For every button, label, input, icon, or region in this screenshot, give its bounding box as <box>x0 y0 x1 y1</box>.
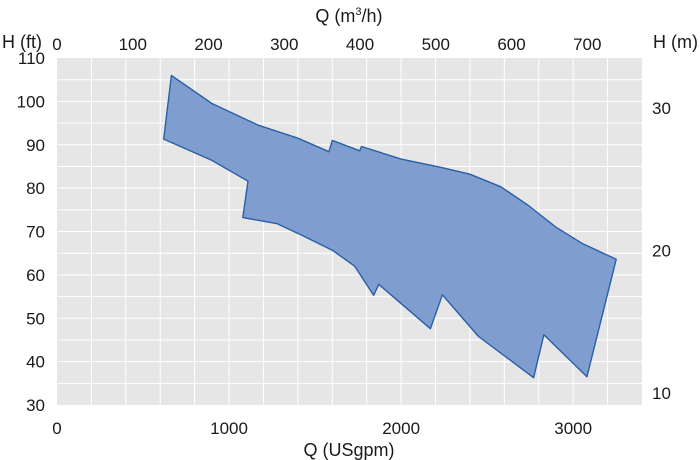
y-left-tick-label: 60 <box>26 266 45 285</box>
operating-range-area <box>162 74 617 379</box>
y-right-tick-label: 20 <box>652 242 671 261</box>
x-bottom-tick-label: 3000 <box>554 419 592 438</box>
x-top-tick-label: 200 <box>194 35 222 54</box>
top-axis-ticks: 0 100 200 300 400 500 600 700 <box>52 35 601 54</box>
x-axis-bottom-label: Q (USgpm) <box>303 440 394 460</box>
x-top-tick-label: 500 <box>422 35 450 54</box>
y-left-tick-label: 50 <box>26 309 45 328</box>
y-left-tick-label: 90 <box>26 136 45 155</box>
y-right-tick-label: 30 <box>652 99 671 118</box>
y-right-tick-label: 10 <box>652 384 671 403</box>
right-axis-ticks: 10 20 30 <box>652 99 671 403</box>
x-axis-top-label: Q (m3/h) <box>315 6 382 26</box>
y-left-tick-label: 40 <box>26 353 45 372</box>
y-left-tick-label: 110 <box>18 49 45 68</box>
y-axis-right-label: H (m) <box>653 32 698 52</box>
x-top-tick-label: 0 <box>52 35 61 54</box>
y-left-tick-label: 30 <box>26 396 45 415</box>
y-left-tick-label: 80 <box>26 179 45 198</box>
x-top-tick-label: 600 <box>497 35 525 54</box>
x-bottom-tick-label: 0 <box>52 419 61 438</box>
bottom-axis-ticks: 0 1000 2000 3000 <box>52 419 592 438</box>
x-bottom-tick-label: 2000 <box>382 419 420 438</box>
left-axis-ticks: 30 40 50 60 70 80 90 100 110 <box>17 49 45 415</box>
x-top-tick-label: 100 <box>119 35 147 54</box>
y-left-tick-label: 70 <box>26 223 45 242</box>
y-axis-left-label: H (ft) <box>2 32 42 52</box>
x-top-tick-label: 700 <box>573 35 601 54</box>
x-bottom-tick-label: 1000 <box>210 419 248 438</box>
x-top-tick-label: 300 <box>270 35 298 54</box>
x-top-tick-label: 400 <box>346 35 374 54</box>
y-left-tick-label: 100 <box>17 92 45 111</box>
